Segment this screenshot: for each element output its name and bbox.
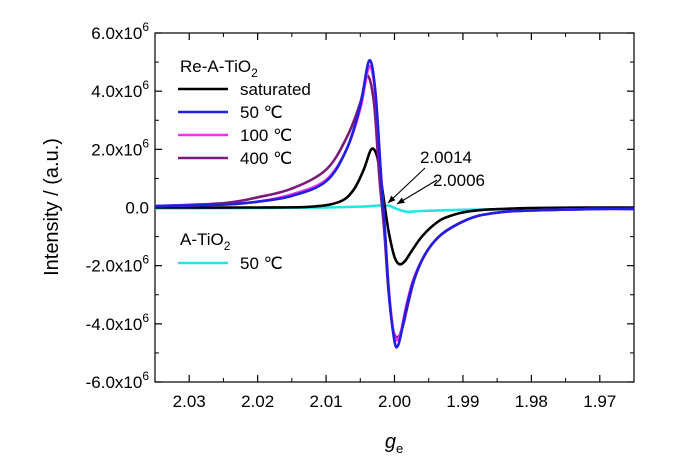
- y-tick-labels: 6.0x106 4.0x106 2.0x106 0.0 -2.0x106 -4.0x106…: [86, 20, 150, 392]
- y-tick-label: -2.0x106: [86, 253, 150, 276]
- y-tick-label: 4.0x106: [91, 78, 149, 101]
- x-tick-label: 1.99: [446, 392, 479, 411]
- series-line-0: [155, 147, 634, 266]
- y-tick-label: -6.0x106: [86, 369, 150, 392]
- annotation-arrowhead: [388, 195, 396, 203]
- annotation-arrow: [387, 167, 426, 204]
- x-axis-title-main: g: [385, 431, 396, 453]
- annotation-label: 2.0014: [420, 148, 472, 167]
- x-tick-label: 2.03: [173, 392, 206, 411]
- legend-entry: 50 ℃: [240, 254, 283, 273]
- x-axis-title: ge: [385, 431, 403, 456]
- legend-entry: 50 ℃: [240, 103, 283, 122]
- x-tick-label: 2.02: [241, 392, 274, 411]
- x-tick-label: 1.98: [515, 392, 548, 411]
- legend-title: Re-A-TiO2: [180, 57, 258, 80]
- x-tick-labels: 2.03 2.02 2.01 2.00 1.99 1.98 1.97: [173, 392, 617, 411]
- y-tick-label: 0.0: [125, 199, 149, 218]
- annotations: 2.0014 2.0006: [387, 148, 485, 205]
- y-tick-label: 6.0x106: [91, 20, 149, 43]
- x-tick-label: 2.01: [310, 392, 343, 411]
- axis-ticks: [155, 32, 634, 383]
- series-line-3: [155, 73, 634, 339]
- x-axis-title-sub: e: [396, 441, 403, 456]
- x-tick-label: 1.97: [583, 392, 616, 411]
- series-lines: [155, 59, 634, 349]
- annotation-arrow: [396, 179, 438, 205]
- y-tick-label: -4.0x106: [86, 311, 150, 334]
- annotation-label: 2.0006: [433, 171, 485, 190]
- legend-entry: saturated: [240, 80, 311, 99]
- y-axis-title: Intensity / (a.u.): [41, 138, 63, 276]
- y-tick-label: 2.0x106: [91, 136, 149, 159]
- legend-entry: 400 ℃: [240, 149, 292, 168]
- series-line-1: [155, 59, 634, 349]
- annotation-arrowhead: [397, 197, 405, 204]
- legend-entry: 100 ℃: [240, 126, 292, 145]
- legend-title: A-TiO2: [180, 230, 231, 253]
- x-tick-label: 2.00: [378, 392, 411, 411]
